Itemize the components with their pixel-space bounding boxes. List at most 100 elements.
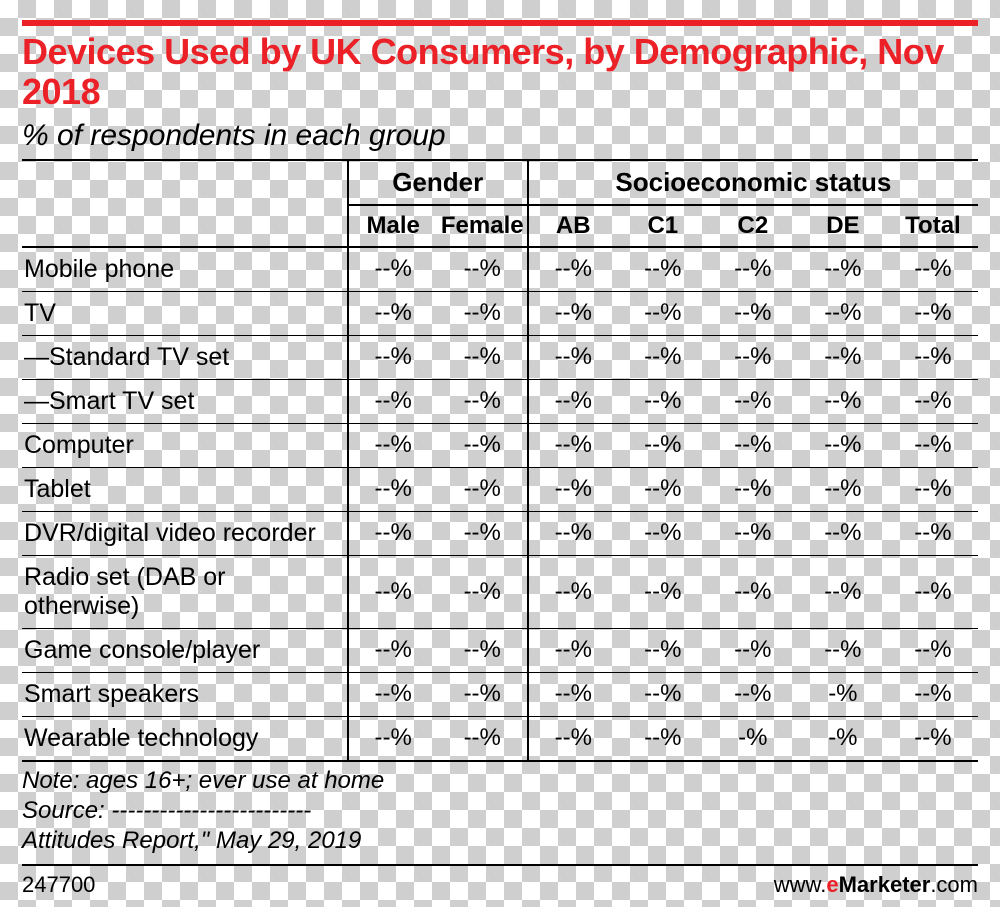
cell-value: --%	[528, 291, 618, 335]
chart-card: Devices Used by UK Consumers, by Demogra…	[0, 0, 1000, 907]
cell-value: --%	[528, 423, 618, 467]
table-row: —Standard TV set--%--%--%--%--%--%--%	[22, 335, 978, 379]
cell-value: --%	[798, 335, 888, 379]
table-row: Wearable technology--%--%--%--%-%-%--%	[22, 716, 978, 761]
note-line: Note: ages 16+; ever use at home	[22, 766, 978, 796]
chart-id: 247700	[22, 872, 95, 898]
cell-value: --%	[348, 291, 438, 335]
cell-value: --%	[618, 379, 708, 423]
cell-value: --%	[708, 628, 798, 672]
col-c2: C2	[708, 205, 798, 247]
cell-value: --%	[438, 379, 528, 423]
cell-value: --%	[348, 628, 438, 672]
cell-value: --%	[348, 379, 438, 423]
brand-suffix: .com	[930, 872, 978, 897]
cell-value: --%	[438, 247, 528, 292]
cell-value: --%	[348, 423, 438, 467]
header-blank	[22, 160, 348, 205]
col-ab: AB	[528, 205, 618, 247]
cell-value: --%	[708, 291, 798, 335]
col-de: DE	[798, 205, 888, 247]
cell-value: --%	[528, 716, 618, 761]
cell-value: --%	[438, 423, 528, 467]
chart-subtitle: % of respondents in each group	[22, 119, 978, 153]
cell-value: --%	[348, 467, 438, 511]
cell-value: --%	[888, 291, 978, 335]
brand-mark: www.eMarketer.com	[774, 872, 978, 898]
cell-value: --%	[438, 467, 528, 511]
brand-e: e	[826, 872, 838, 897]
table-row: Tablet--%--%--%--%--%--%--%	[22, 467, 978, 511]
cell-value: --%	[888, 467, 978, 511]
cell-value: --%	[708, 511, 798, 555]
row-label: DVR/digital video recorder	[22, 511, 348, 555]
cell-value: --%	[618, 672, 708, 716]
cell-value: --%	[888, 247, 978, 292]
table-row: —Smart TV set--%--%--%--%--%--%--%	[22, 379, 978, 423]
cell-value: --%	[528, 247, 618, 292]
cell-value: --%	[528, 672, 618, 716]
cell-value: --%	[348, 511, 438, 555]
cell-value: --%	[708, 423, 798, 467]
table-row: Mobile phone--%--%--%--%--%--%--%	[22, 247, 978, 292]
brand-m: Marketer	[839, 872, 931, 897]
cell-value: --%	[708, 379, 798, 423]
cell-value: --%	[348, 716, 438, 761]
row-label: Mobile phone	[22, 247, 348, 292]
row-label: Computer	[22, 423, 348, 467]
cell-value: --%	[888, 423, 978, 467]
row-label: —Standard TV set	[22, 335, 348, 379]
cell-value: --%	[438, 511, 528, 555]
table-body: Mobile phone--%--%--%--%--%--%--%TV--%--…	[22, 247, 978, 761]
cell-value: --%	[438, 628, 528, 672]
cell-value: --%	[528, 467, 618, 511]
cell-value: --%	[618, 511, 708, 555]
cell-value: -%	[798, 672, 888, 716]
accent-bar	[22, 20, 978, 26]
row-label: Game console/player	[22, 628, 348, 672]
brand-prefix: www.	[774, 872, 827, 897]
cell-value: --%	[438, 716, 528, 761]
cell-value: --%	[888, 628, 978, 672]
group-header-gender: Gender	[348, 160, 528, 205]
cell-value: --%	[888, 555, 978, 628]
cell-value: --%	[348, 335, 438, 379]
row-label: Wearable technology	[22, 716, 348, 761]
group-header-ses: Socioeconomic status	[528, 160, 978, 205]
cell-value: --%	[708, 247, 798, 292]
table-row: DVR/digital video recorder--%--%--%--%--…	[22, 511, 978, 555]
cell-value: --%	[798, 423, 888, 467]
cell-value: --%	[618, 423, 708, 467]
col-female: Female	[438, 205, 528, 247]
cell-value: --%	[708, 335, 798, 379]
cell-value: --%	[888, 716, 978, 761]
table-row: TV--%--%--%--%--%--%--%	[22, 291, 978, 335]
cell-value: --%	[528, 379, 618, 423]
cell-value: --%	[348, 247, 438, 292]
table-row: Smart speakers--%--%--%--%--%-%--%	[22, 672, 978, 716]
row-label: TV	[22, 291, 348, 335]
cell-value: --%	[348, 672, 438, 716]
cell-value: -%	[708, 716, 798, 761]
cell-value: --%	[438, 672, 528, 716]
cell-value: --%	[438, 555, 528, 628]
cell-value: --%	[618, 335, 708, 379]
cell-value: --%	[438, 335, 528, 379]
note-line: Source: -------------------------	[22, 796, 978, 826]
cell-value: --%	[348, 555, 438, 628]
cell-value: --%	[888, 672, 978, 716]
group-header-row: Gender Socioeconomic status	[22, 160, 978, 205]
table-row: Radio set (DAB or otherwise)--%--%--%--%…	[22, 555, 978, 628]
table-row: Game console/player--%--%--%--%--%--%--%	[22, 628, 978, 672]
cell-value: --%	[528, 628, 618, 672]
cell-value: --%	[618, 291, 708, 335]
footer-bar: 247700 www.eMarketer.com	[22, 864, 978, 898]
cell-value: --%	[888, 335, 978, 379]
cell-value: --%	[798, 628, 888, 672]
row-label: Radio set (DAB or otherwise)	[22, 555, 348, 628]
note-line: Attitudes Report," May 29, 2019	[22, 826, 978, 856]
cell-value: --%	[618, 628, 708, 672]
col-total: Total	[888, 205, 978, 247]
cell-value: --%	[618, 467, 708, 511]
col-male: Male	[348, 205, 438, 247]
